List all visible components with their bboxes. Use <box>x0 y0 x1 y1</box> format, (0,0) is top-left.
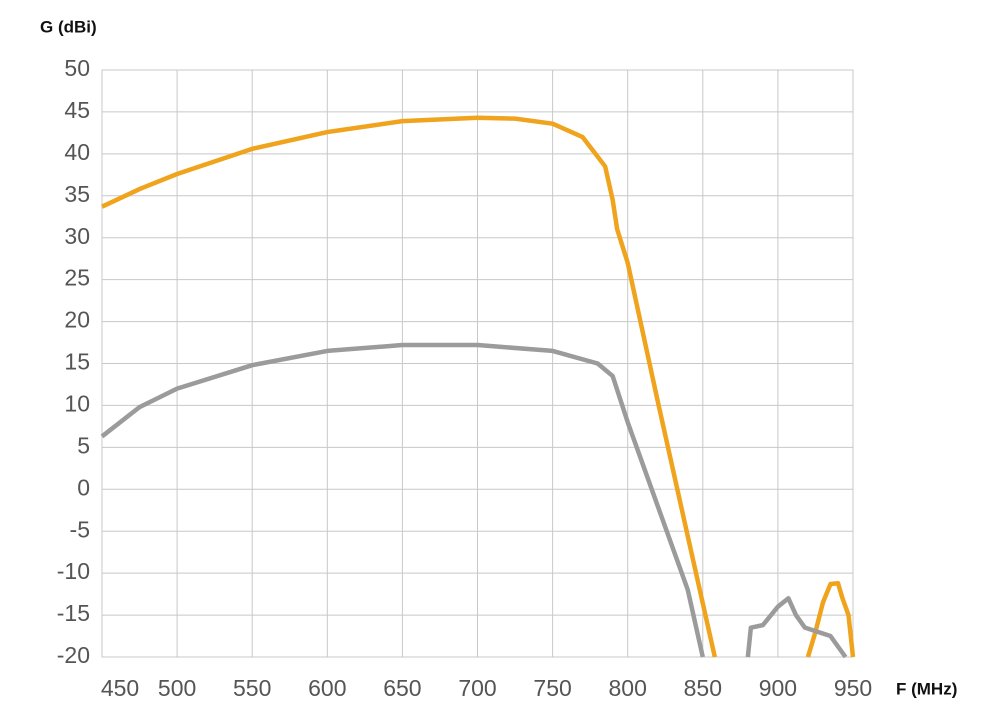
y-tick-label: -5 <box>70 516 90 542</box>
x-tick-label: 450 <box>101 675 139 701</box>
y-tick-label: 10 <box>64 391 90 417</box>
y-axis-title: G (dBi) <box>40 17 97 36</box>
x-tick-label: 900 <box>759 675 797 701</box>
x-tick-label: 950 <box>834 675 872 701</box>
x-tick-label: 650 <box>383 675 421 701</box>
y-tick-label: 15 <box>64 349 90 375</box>
y-tick-label: 25 <box>64 265 90 291</box>
x-axis-title: F (MHz) <box>896 679 957 698</box>
x-tick-label: 500 <box>158 675 196 701</box>
x-tick-label: 850 <box>684 675 722 701</box>
y-tick-label: -10 <box>57 558 90 584</box>
y-tick-label: -20 <box>57 642 90 668</box>
y-tick-label: 30 <box>64 223 90 249</box>
x-tick-label: 700 <box>458 675 496 701</box>
y-tick-label: 40 <box>64 139 90 165</box>
series-line <box>100 342 848 659</box>
x-tick-label: 800 <box>609 675 647 701</box>
x-tick-label: 600 <box>308 675 346 701</box>
y-tick-label: 5 <box>77 432 90 458</box>
series-line <box>101 115 856 658</box>
y-tick-label: 45 <box>64 97 90 123</box>
y-tick-label: -15 <box>57 600 90 626</box>
x-tick-label: 750 <box>533 675 571 701</box>
y-tick-label: 0 <box>77 474 90 500</box>
y-tick-label: 20 <box>64 307 90 333</box>
y-tick-label: 50 <box>64 55 90 81</box>
x-tick-label: 550 <box>233 675 271 701</box>
y-tick-label: 35 <box>64 181 90 207</box>
